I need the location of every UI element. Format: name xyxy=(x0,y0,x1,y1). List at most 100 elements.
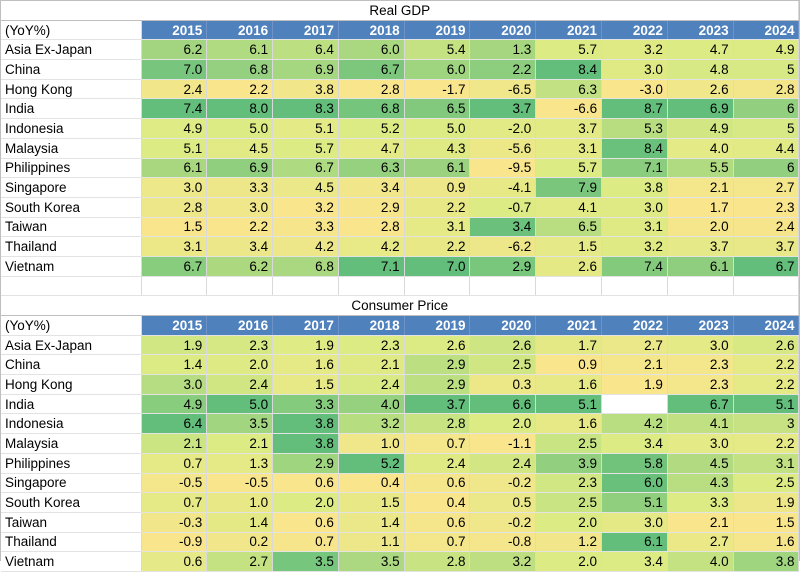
value-cell: 3.0 xyxy=(140,374,208,395)
value-cell: 2.6 xyxy=(469,335,537,356)
value-cell: 5.1 xyxy=(535,394,603,415)
year-header: 2017 xyxy=(272,315,339,336)
table-row: Hong Kong 2.4 2.2 3.8 2.8 -1.7 -6.5 6.3 -3.0 2.6 2… xyxy=(1,79,800,100)
value-cell: 3.1 xyxy=(733,453,800,474)
value-cell: 1.9 xyxy=(272,335,339,356)
table-row: Hong Kong 3.0 2.4 1.5 2.4 2.9 0.3 1.6 1.9 2.3 2.2 xyxy=(1,374,800,395)
value-cell: -0.7 xyxy=(469,197,537,218)
value-cell: 6.8 xyxy=(206,59,274,80)
value-cell: 3.8 xyxy=(272,413,339,435)
table-row: Vietnam 0.6 2.7 3.5 3.5 2.8 3.2 2.0 3.4 4.0 3.8 xyxy=(1,551,800,572)
value-cell: 1.9 xyxy=(601,374,668,395)
value-cell: 4.7 xyxy=(338,138,405,159)
value-cell: 4.2 xyxy=(338,236,405,257)
table-title-row: Real GDP xyxy=(1,1,800,21)
value-cell: 6 xyxy=(733,158,800,179)
value-cell: 6.2 xyxy=(206,256,274,277)
value-cell: 5.1 xyxy=(733,394,800,415)
value-cell: 2.5 xyxy=(733,473,800,494)
row-label: Singapore xyxy=(1,177,142,198)
year-header: 2020 xyxy=(469,20,537,41)
value-cell xyxy=(601,394,668,415)
value-cell: 4.9 xyxy=(140,118,208,139)
value-cell: -0.9 xyxy=(140,532,208,553)
value-cell: 3.0 xyxy=(206,197,274,218)
row-label: Vietnam xyxy=(1,551,142,572)
value-cell: -4.1 xyxy=(469,177,537,198)
value-cell: 5.4 xyxy=(403,39,471,61)
value-cell: 3.8 xyxy=(272,433,339,454)
value-cell: 6.0 xyxy=(338,39,405,61)
value-cell: 4.9 xyxy=(666,118,734,139)
value-cell: 6.1 xyxy=(140,158,208,179)
table-title: Consumer Price xyxy=(1,295,800,316)
spacer-cell xyxy=(469,276,537,297)
value-cell: 4.4 xyxy=(733,138,800,159)
spacer-cell xyxy=(667,276,734,297)
year-header: 2021 xyxy=(535,20,603,41)
value-cell: 2.2 xyxy=(403,236,471,257)
spacer-cell xyxy=(733,276,800,297)
row-label: Hong Kong xyxy=(1,79,142,100)
row-label: Vietnam xyxy=(1,256,142,277)
value-cell: 1.5 xyxy=(535,236,603,257)
value-cell: 2.4 xyxy=(338,374,405,395)
spacer-cell xyxy=(272,276,339,297)
value-cell: 3.5 xyxy=(206,413,274,435)
value-cell: 6.2 xyxy=(140,39,208,61)
table-row: Taiwan -0.3 1.4 0.6 1.4 0.6 -0.2 2.0 3.0 2.1 1.5 xyxy=(1,512,800,533)
year-header: 2019 xyxy=(404,20,471,41)
value-cell: 2.4 xyxy=(733,217,800,238)
value-cell: 3.8 xyxy=(733,551,800,572)
value-cell: 5.1 xyxy=(140,138,208,159)
value-cell: 0.4 xyxy=(338,473,405,494)
value-cell: 2.2 xyxy=(733,354,800,376)
value-cell: 6.0 xyxy=(601,473,668,494)
value-cell: 5.1 xyxy=(272,118,339,139)
value-cell: 2.2 xyxy=(206,79,274,100)
row-label: Asia Ex-Japan xyxy=(1,335,142,356)
value-cell: 3.4 xyxy=(338,177,405,198)
value-cell: 2.1 xyxy=(338,354,405,376)
value-cell: 2.1 xyxy=(666,512,734,533)
row-label: Singapore xyxy=(1,473,142,494)
value-cell: 2.9 xyxy=(338,197,405,218)
value-cell: 3.4 xyxy=(601,433,668,454)
value-cell: 2.3 xyxy=(535,473,603,494)
value-cell: 6.3 xyxy=(535,79,603,100)
value-cell: 5.7 xyxy=(535,39,603,61)
value-cell: 1.2 xyxy=(535,532,603,553)
value-cell: 2.9 xyxy=(403,354,471,376)
value-cell: 1.6 xyxy=(272,354,339,376)
value-cell: 4.0 xyxy=(666,551,734,572)
value-cell: 2.1 xyxy=(206,433,274,454)
value-cell: 7.9 xyxy=(535,177,603,198)
value-cell: 3.0 xyxy=(140,177,208,198)
value-cell: 3.1 xyxy=(601,217,668,238)
value-cell: 1.4 xyxy=(338,512,405,533)
table-row: Philippines 0.7 1.3 2.9 5.2 2.4 2.4 3.9 5.8 4.5 3.… xyxy=(1,453,800,474)
row-label: Philippines xyxy=(1,453,142,474)
table-row: Thailand 3.1 3.4 4.2 4.2 2.2 -6.2 1.5 3.2 3.7 3.7 xyxy=(1,236,800,257)
value-cell: 2.3 xyxy=(666,374,734,395)
value-cell: 6.7 xyxy=(272,158,339,179)
value-cell: 7.0 xyxy=(140,59,208,80)
value-cell: 0.6 xyxy=(272,512,339,533)
value-cell: -9.5 xyxy=(469,158,537,179)
value-cell: 4.5 xyxy=(206,138,274,159)
value-cell: 3.7 xyxy=(403,394,471,415)
value-cell: 5.2 xyxy=(338,453,405,474)
value-cell: 4.5 xyxy=(666,453,734,474)
value-cell: 8.4 xyxy=(535,59,603,80)
value-cell: 0.5 xyxy=(469,492,537,513)
value-cell: 2.3 xyxy=(733,197,800,218)
value-cell: 0.9 xyxy=(403,177,471,198)
value-cell: 5.8 xyxy=(601,453,668,474)
spacer-cell xyxy=(1,276,142,297)
value-cell: 3.2 xyxy=(469,551,537,572)
value-cell: 2.7 xyxy=(206,551,274,572)
value-cell: 2.4 xyxy=(469,453,537,474)
value-cell: 6.7 xyxy=(666,394,734,415)
value-cell: 1.5 xyxy=(272,374,339,395)
table-row: India 4.9 5.0 3.3 4.0 3.7 6.6 5.1 6.7 5.1 xyxy=(1,394,800,415)
